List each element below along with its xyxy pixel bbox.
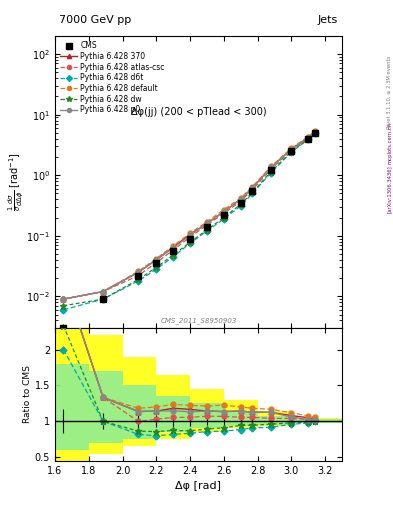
Text: [arXiv:1306.3436]: [arXiv:1306.3436]: [387, 165, 392, 214]
Y-axis label: $\frac{1}{\sigma}\frac{d\sigma}{d\Delta\phi}$ [rad$^{-1}$]: $\frac{1}{\sigma}\frac{d\sigma}{d\Delta\…: [6, 153, 25, 211]
Text: Jets: Jets: [318, 15, 338, 25]
Text: mcplots.cern.ch: mcplots.cern.ch: [387, 122, 392, 164]
Text: CMS_2011_S8950903: CMS_2011_S8950903: [160, 317, 237, 324]
Y-axis label: Ratio to CMS: Ratio to CMS: [23, 366, 32, 423]
Legend: CMS, Pythia 6.428 370, Pythia 6.428 atlas-csc, Pythia 6.428 d6t, Pythia 6.428 de: CMS, Pythia 6.428 370, Pythia 6.428 atla…: [59, 39, 166, 116]
Text: Rivet 3.1.10, ≥ 2.3M events: Rivet 3.1.10, ≥ 2.3M events: [387, 55, 392, 129]
Text: Δφ(jj) (200 < pTlead < 300): Δφ(jj) (200 < pTlead < 300): [130, 106, 266, 117]
X-axis label: Δφ [rad]: Δφ [rad]: [175, 481, 222, 491]
Text: 7000 GeV pp: 7000 GeV pp: [59, 15, 131, 25]
